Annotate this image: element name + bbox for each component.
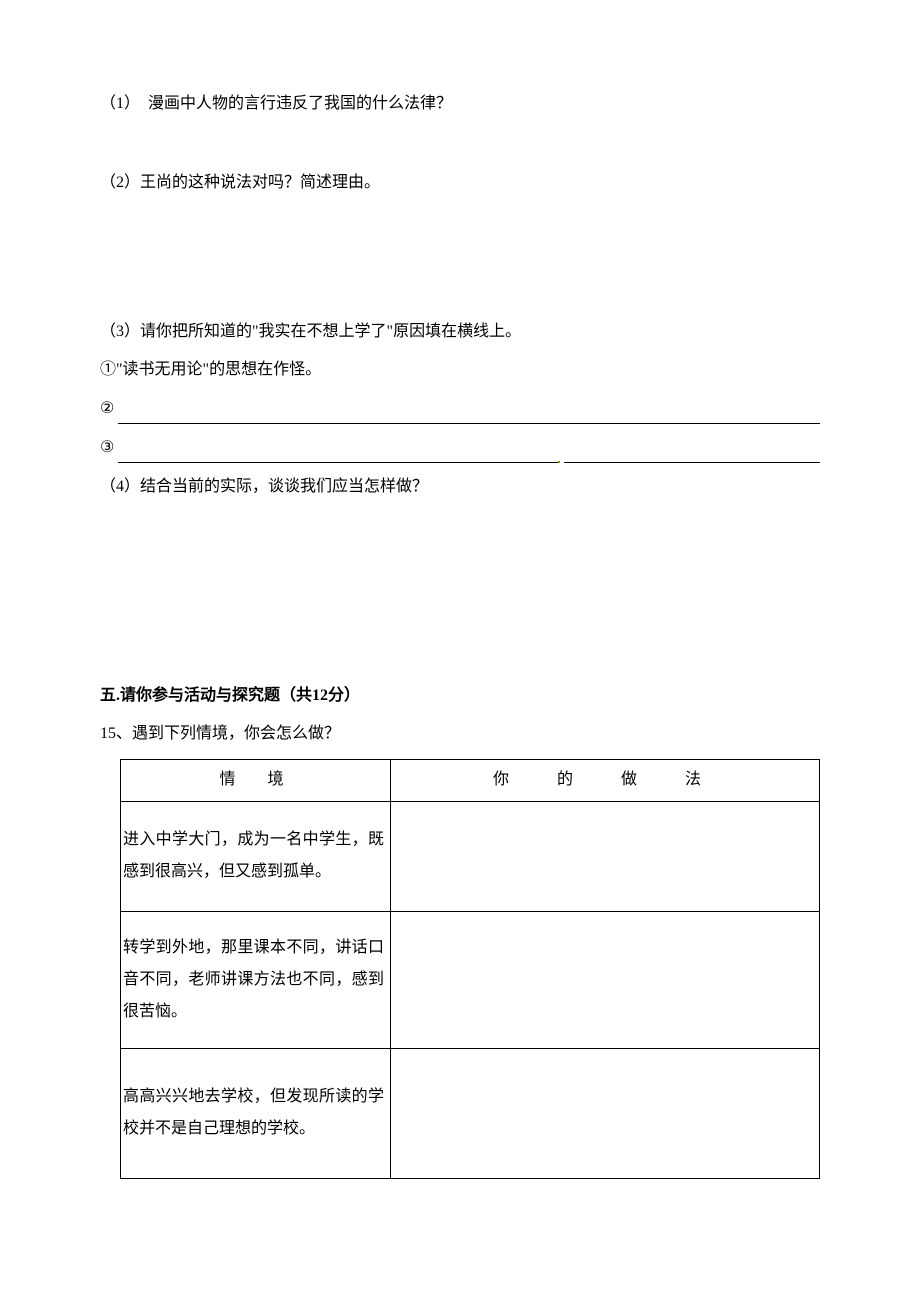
header-action: 你 的 做 法 (391, 760, 820, 802)
situation-cell: 进入中学大门，成为一名中学生，既感到很高兴，但又感到孤单。 (121, 801, 391, 911)
action-cell[interactable] (391, 911, 820, 1048)
question-3-item-3-label: ③ (100, 434, 114, 463)
table-row: 进入中学大门，成为一名中学生，既感到很高兴，但又感到孤单。 (121, 801, 820, 911)
scenario-table: 情 境 你 的 做 法 进入中学大门，成为一名中学生，既感到很高兴，但又感到孤单… (120, 759, 820, 1179)
question-3-item-1: ①"读书无用论"的思想在作怪。 (100, 356, 820, 385)
question-15-intro: 15、遇到下列情境，你会怎么做？ (100, 720, 820, 749)
table-row: 高高兴兴地去学校，但发现所读的学校并不是自己理想的学校。 (121, 1048, 820, 1178)
action-cell[interactable] (391, 1048, 820, 1178)
section-5-title: 五.请你参与活动与探究题（共12分） (100, 682, 820, 711)
question-3-item-3-row: ③ (100, 434, 820, 463)
fill-blank-line[interactable] (118, 447, 558, 463)
spacer (100, 512, 820, 682)
situation-cell: 转学到外地，那里课本不同，讲话口音不同，老师讲课方法也不同，感到很苦恼。 (121, 911, 391, 1048)
question-1: （1） 漫画中人物的言行违反了我国的什么法律？ (100, 90, 820, 119)
spacer (100, 129, 820, 169)
dot-marker (558, 461, 560, 463)
question-2: （2）王尚的这种说法对吗？简述理由。 (100, 169, 820, 198)
question-4: （4）结合当前的实际，谈谈我们应当怎样做？ (100, 473, 820, 502)
situation-cell: 高高兴兴地去学校，但发现所读的学校并不是自己理想的学校。 (121, 1048, 391, 1178)
fill-blank-line[interactable] (564, 447, 820, 463)
table-header-row: 情 境 你 的 做 法 (121, 760, 820, 802)
fill-blank-line[interactable] (118, 408, 820, 424)
spacer (100, 208, 820, 318)
table-row: 转学到外地，那里课本不同，讲话口音不同，老师讲课方法也不同，感到很苦恼。 (121, 911, 820, 1048)
question-3-item-2-row: ② (100, 395, 820, 424)
question-3-item-2-label: ② (100, 395, 114, 424)
action-cell[interactable] (391, 801, 820, 911)
question-3: （3）请你把所知道的"我实在不想上学了"原因填在横线上。 (100, 318, 820, 347)
header-situation: 情 境 (121, 760, 391, 802)
